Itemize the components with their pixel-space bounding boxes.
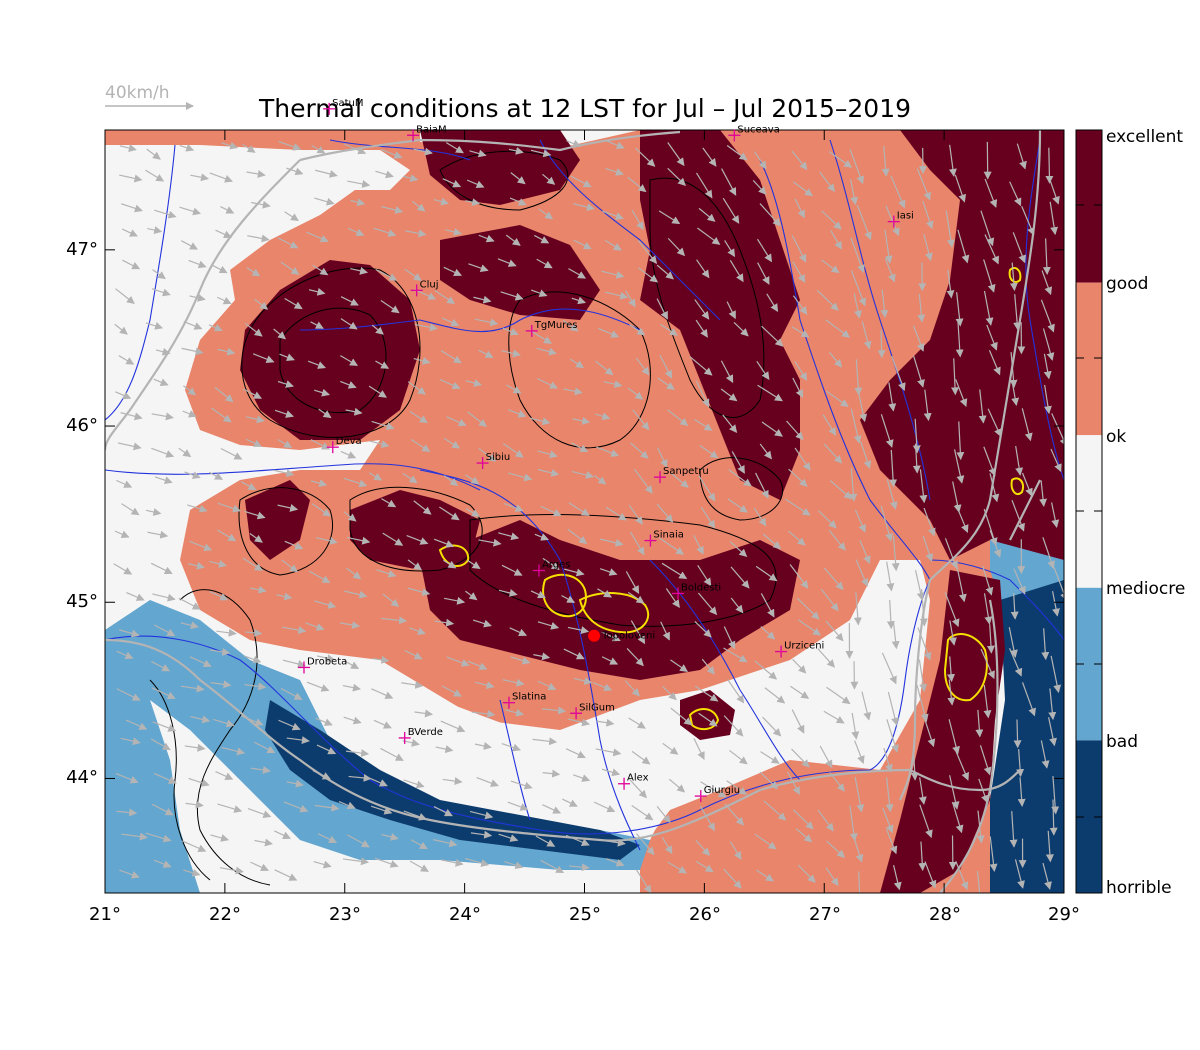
city-label: Sinaia — [653, 530, 684, 541]
city-label: Sanpetru — [663, 466, 709, 477]
city-label: Giurgiu — [704, 785, 740, 796]
colorbar-segment-ok — [1076, 435, 1102, 588]
colorbar-label-bad: bad — [1106, 732, 1138, 752]
city-label: Arges — [542, 560, 571, 571]
y-tick-label: 44° — [66, 767, 98, 788]
origin-marker-group: Topoloveni — [588, 630, 655, 642]
x-tick-label: 22° — [209, 904, 241, 925]
city-label: Iasi — [897, 211, 914, 222]
city-label: Boldesti — [681, 582, 721, 593]
city-label: Urziceni — [784, 641, 824, 652]
city-label: SatuM — [332, 98, 363, 109]
city-label: Cluj — [420, 279, 439, 290]
y-tick-label: 45° — [66, 591, 98, 612]
colorbar-label-mediocre: mediocre — [1106, 579, 1185, 599]
x-tick-label: 24° — [449, 904, 481, 925]
wind-arrow — [1053, 799, 1054, 834]
colorbar-segment-good — [1076, 283, 1102, 436]
city-label: Sibiu — [486, 452, 511, 463]
colorbar: excellent good ok mediocre bad horrible — [1076, 127, 1185, 898]
city-label: Alex — [627, 773, 649, 784]
colorbar-label-good: good — [1106, 274, 1148, 294]
colorbar-label-horrible: horrible — [1106, 878, 1172, 898]
city-label: SilGum — [579, 702, 615, 713]
origin-marker — [588, 630, 600, 642]
y-axis: 47° 46° 45° 44° — [66, 239, 98, 788]
x-tick-label: 26° — [689, 904, 721, 925]
x-tick-label: 27° — [809, 904, 841, 925]
city-label: BVerde — [408, 727, 443, 738]
map-area — [105, 130, 1066, 904]
x-tick-label: 21° — [89, 904, 121, 925]
y-tick-label: 47° — [66, 239, 98, 260]
wind-arrow — [1017, 719, 1018, 747]
origin-label: Topoloveni — [601, 631, 655, 642]
city-label: Deva — [336, 436, 362, 447]
x-axis: 21° 22° 23° 24° 25° 26° 27° 28° 29° — [89, 904, 1080, 925]
city-label: TgMures — [534, 320, 578, 331]
x-tick-label: 25° — [569, 904, 601, 925]
colorbar-label-excellent: excellent — [1106, 127, 1183, 147]
x-tick-label: 28° — [929, 904, 961, 925]
wind-arrow — [881, 330, 882, 357]
city-label: Drobeta — [307, 656, 347, 667]
city-label: Suceava — [737, 124, 780, 135]
city-label: Slatina — [512, 692, 546, 703]
y-tick-label: 46° — [66, 415, 98, 436]
wind-reference-label: 40km/h — [105, 83, 170, 103]
city-label: BaiaM — [416, 124, 447, 135]
x-tick-label: 23° — [329, 904, 361, 925]
x-tick-label: 29° — [1048, 904, 1080, 925]
colorbar-segment-excellent — [1076, 130, 1102, 283]
colorbar-label-ok: ok — [1106, 427, 1126, 447]
